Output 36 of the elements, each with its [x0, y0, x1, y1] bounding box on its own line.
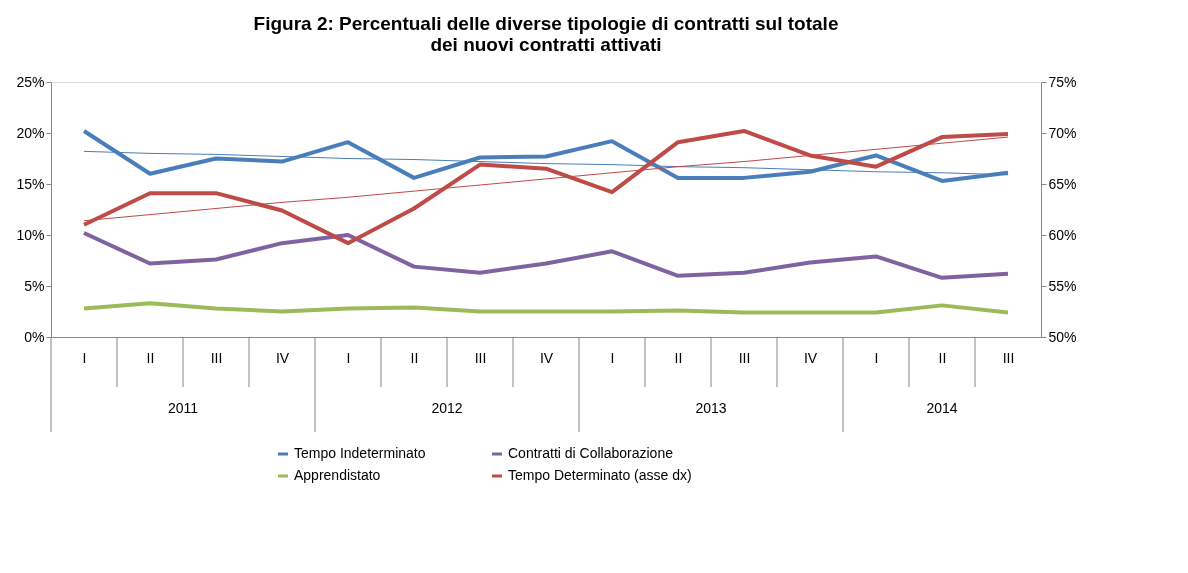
x-tick-label: II — [674, 349, 683, 366]
x-tick-label: I — [874, 349, 879, 366]
x-tick-label: III — [210, 349, 223, 366]
text: 2012 — [431, 400, 463, 416]
text: 2011 — [167, 400, 199, 416]
x-tick-label: IV — [539, 349, 554, 366]
y-tick-label: 5% — [24, 277, 45, 294]
legend-label: Tempo Indeterminato — [294, 445, 426, 461]
y2-tick-label: 75% — [1048, 73, 1077, 90]
y-tick-label: 10% — [16, 226, 45, 243]
legend-label: Tempo Determinato (asse dx) — [508, 467, 692, 483]
x-tick-label: III — [474, 349, 487, 366]
x-tick-label: III — [738, 349, 751, 366]
x-tick-label: I — [346, 349, 351, 366]
text: 2013 — [695, 400, 727, 416]
x-tick-label: II — [938, 349, 947, 366]
chart-title: Figura 2: Percentuali delle diverse tipologie di contratti sul totale dei nuovi contratti attivati — [253, 13, 839, 55]
y-tick-label: 0% — [24, 328, 45, 345]
x-tick-label: I — [610, 349, 615, 366]
y-tick-label: 15% — [16, 175, 45, 192]
text: 2014 — [926, 400, 958, 416]
y2-tick-label: 70% — [1048, 124, 1077, 141]
y2-tick-label: 65% — [1048, 175, 1077, 192]
x-tick-label: II — [146, 349, 155, 366]
x-tick-label: I — [82, 349, 87, 366]
x-tick-label: IV — [803, 349, 818, 366]
x-tick-label: III — [1002, 349, 1015, 366]
x-tick-label: IV — [275, 349, 290, 366]
y2-tick-label: 60% — [1048, 226, 1077, 243]
y2-tick-label: 55% — [1048, 277, 1077, 294]
y2-tick-label: 50% — [1048, 328, 1077, 345]
legend-label: Apprendistato — [294, 467, 381, 483]
legend-label: Contratti di Collaborazione — [508, 445, 674, 461]
y-tick-label: 20% — [16, 124, 45, 141]
x-tick-label: II — [410, 349, 419, 366]
y-tick-label: 25% — [16, 73, 45, 90]
